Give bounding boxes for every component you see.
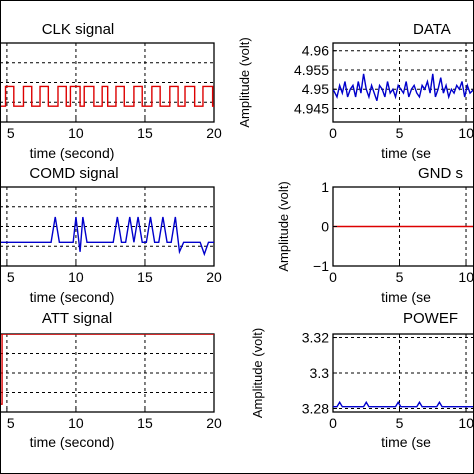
series-line bbox=[0, 216, 214, 257]
y-tick-label: 3.3 bbox=[310, 365, 330, 381]
x-tick-label: 0 bbox=[329, 125, 337, 141]
x-tick-label: 15 bbox=[137, 269, 153, 285]
chart-att: 5 10 15 20 ATT signal time (second) bbox=[0, 310, 222, 450]
x-axis-label: time (se bbox=[381, 434, 431, 450]
x-tick-label: 10 bbox=[458, 125, 474, 141]
y-axis-label: Amplitude (volt) bbox=[250, 328, 265, 418]
y-tick-label: 4.96 bbox=[302, 43, 329, 59]
series-line bbox=[333, 400, 474, 408]
plot-frame bbox=[332, 42, 474, 123]
x-tick-label: 15 bbox=[137, 125, 153, 141]
y-tick-label: 4.945 bbox=[294, 101, 329, 117]
x-tick-label: 20 bbox=[206, 415, 222, 431]
x-tick-label: 10 bbox=[458, 415, 474, 431]
chart-title: ATT signal bbox=[42, 310, 112, 327]
y-tick-label: 1 bbox=[321, 179, 329, 195]
chart-title: GND s bbox=[418, 165, 463, 182]
chart-title: DATA bbox=[413, 21, 451, 38]
y-axis-label: Amplitude (volt) bbox=[276, 181, 291, 271]
x-tick-label: 0 bbox=[329, 269, 337, 285]
plot-frame bbox=[332, 333, 474, 413]
x-tick-label: 5 bbox=[396, 269, 404, 285]
y-axis-label: Amplitude (volt) bbox=[237, 37, 252, 127]
x-tick-label: 20 bbox=[206, 269, 222, 285]
chart-power: 0 5 10 3.28 3.3 3.32 POWEF time (se Amplitude (v… bbox=[250, 310, 474, 450]
x-tick-label: 5 bbox=[396, 125, 404, 141]
x-tick-label: 5 bbox=[396, 415, 404, 431]
plot-frame bbox=[0, 186, 215, 267]
chart-title: CLK signal bbox=[42, 21, 115, 38]
series-line bbox=[333, 73, 474, 102]
series-line bbox=[0, 85, 214, 107]
plot-frame bbox=[0, 42, 215, 123]
series-line bbox=[0, 334, 214, 405]
chart-title: POWEF bbox=[403, 310, 458, 327]
x-axis-label: time (se bbox=[381, 145, 431, 161]
y-tick-label: −1 bbox=[313, 258, 329, 274]
x-axis-label: time (second) bbox=[30, 145, 115, 161]
x-tick-label: 10 bbox=[68, 125, 84, 141]
x-tick-label: 10 bbox=[68, 269, 84, 285]
x-tick-label: 10 bbox=[458, 269, 474, 285]
x-axis-label: time (se bbox=[381, 289, 431, 305]
x-tick-label: 20 bbox=[206, 125, 222, 141]
chart-title: COMD signal bbox=[29, 165, 118, 182]
chart-clk: 5 10 15 20 CLK signal time (second) bbox=[0, 21, 222, 161]
x-axis-label: time (second) bbox=[30, 289, 115, 305]
y-tick-label: 0 bbox=[321, 219, 329, 235]
x-axis-label: time (second) bbox=[30, 434, 115, 450]
x-tick-label: 5 bbox=[7, 125, 15, 141]
x-tick-label: 15 bbox=[137, 415, 153, 431]
y-tick-label: 4.955 bbox=[294, 62, 329, 78]
x-tick-label: 10 bbox=[68, 415, 84, 431]
y-tick-label: 4.95 bbox=[302, 81, 329, 97]
x-tick-label: 5 bbox=[7, 269, 15, 285]
x-tick-label: 0 bbox=[329, 415, 337, 431]
chart-data: 0 5 10 4.945 4.95 4.955 4.96 DATA time (se Amplit… bbox=[237, 21, 474, 161]
plot-frame bbox=[0, 333, 215, 413]
x-tick-label: 5 bbox=[7, 415, 15, 431]
chart-comd: 5 10 15 20 COMD signal time (second) bbox=[0, 165, 222, 305]
y-tick-label: 3.32 bbox=[302, 330, 329, 346]
y-tick-label: 3.28 bbox=[302, 400, 329, 416]
